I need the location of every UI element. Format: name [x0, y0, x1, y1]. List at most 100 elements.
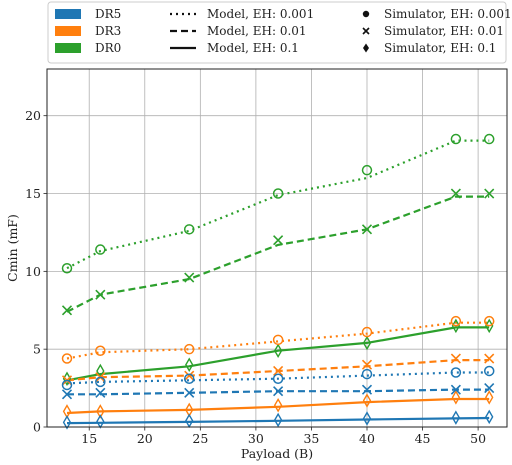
x-tick-label: 25	[192, 431, 208, 446]
diamond-marker	[451, 410, 461, 425]
x-tick-label: 20	[137, 431, 153, 446]
diamond-marker	[273, 412, 283, 428]
y-tick-label: 20	[25, 108, 41, 123]
y-tick-label: 10	[25, 264, 41, 279]
circle-marker	[272, 334, 284, 346]
x-marker	[484, 383, 495, 394]
x-marker	[484, 353, 495, 364]
diamond-marker	[362, 393, 372, 408]
x-tick-label: 15	[81, 431, 97, 446]
diamond-marker	[96, 404, 105, 419]
circle-marker	[95, 244, 106, 255]
legend-label: Simulator, EH: 0.1	[384, 41, 496, 55]
series-layer	[66, 139, 490, 425]
legend-label: DR3	[95, 24, 121, 38]
diamond-marker	[62, 371, 72, 386]
x-tick-label: 45	[415, 431, 431, 446]
circle-marker	[361, 368, 373, 380]
series-line	[66, 371, 490, 385]
series-line	[66, 321, 490, 360]
legend-x-marker	[362, 27, 370, 35]
legend-label: Simulator, EH: 0.01	[384, 24, 504, 38]
x-marker	[184, 370, 195, 381]
diamond-marker	[62, 415, 72, 430]
diamond-marker	[451, 318, 461, 334]
x-axis-label: Payload (B)	[241, 446, 313, 461]
circle-marker	[272, 373, 284, 384]
diamond-marker	[185, 357, 194, 372]
diamond-marker	[273, 397, 283, 413]
y-tick-label: 0	[33, 420, 41, 435]
legend-dot-marker	[362, 10, 370, 18]
series-line	[66, 326, 490, 382]
circle-marker	[95, 345, 106, 356]
marker-layer	[61, 133, 495, 430]
x-marker	[273, 386, 284, 397]
legend-label: DR0	[95, 41, 121, 55]
x-marker	[273, 235, 284, 246]
x-marker	[361, 359, 373, 370]
x-marker	[450, 188, 461, 199]
circle-marker	[183, 373, 195, 384]
circle-marker	[61, 353, 73, 364]
circle-marker	[361, 164, 373, 176]
diamond-marker	[273, 343, 283, 358]
diamond-marker	[451, 390, 461, 405]
circle-marker	[183, 343, 195, 355]
circle-marker	[483, 365, 495, 377]
diamond-marker	[485, 318, 494, 334]
x-marker	[361, 224, 373, 235]
x-marker	[61, 389, 73, 400]
x-tick-label: 50	[470, 431, 486, 446]
x-tick-label: 30	[248, 431, 264, 446]
x-marker	[450, 353, 461, 364]
circle-marker	[61, 379, 73, 391]
legend-swatch-dr3	[55, 26, 81, 36]
x-marker	[361, 384, 373, 395]
series-line	[66, 416, 490, 425]
x-marker	[184, 387, 195, 398]
legend-label: DR5	[95, 7, 121, 21]
x-marker	[484, 188, 495, 199]
diamond-marker	[362, 411, 372, 426]
legend-swatch-dr5	[55, 9, 81, 19]
y-axis-label: Cmin (mF)	[5, 214, 20, 282]
diamond-marker	[362, 335, 372, 351]
circle-marker	[450, 133, 462, 145]
legend-label: Model, EH: 0.1	[207, 41, 299, 55]
x-marker	[450, 384, 461, 395]
x-tick-label: 40	[359, 431, 375, 446]
x-marker	[95, 289, 106, 300]
circle-marker	[272, 188, 284, 199]
circle-marker	[483, 315, 495, 327]
legend-label: Model, EH: 0.01	[207, 24, 307, 38]
legend-label: Simulator, EH: 0.001	[384, 7, 512, 21]
tick-labels: 15 20 25 30 35 40 45 50 0 5 10 15 20	[25, 108, 486, 446]
series-line	[66, 195, 490, 313]
circle-marker	[61, 262, 73, 274]
circle-marker	[183, 224, 195, 235]
diamond-marker	[485, 409, 494, 425]
circle-marker	[450, 315, 462, 327]
plot-frame	[46, 68, 508, 428]
x-marker	[273, 365, 284, 377]
grid	[47, 69, 507, 428]
legend: DR5 DR3 DR0 Model, EH: 0.001 Model, EH: 0.01…	[47, 1, 512, 64]
legend-diamond-marker	[363, 43, 369, 53]
x-tick-label: 35	[303, 431, 319, 446]
circle-marker	[483, 133, 495, 145]
x-marker	[184, 272, 195, 283]
x-marker	[95, 387, 106, 398]
series-line	[66, 397, 490, 415]
circle-marker	[450, 367, 462, 378]
x-marker	[61, 305, 73, 316]
legend-swatch-dr0	[55, 43, 81, 53]
y-tick-label: 15	[25, 186, 41, 201]
series-line	[66, 139, 490, 270]
diamond-marker	[485, 390, 494, 405]
circle-marker	[361, 326, 373, 338]
legend-label: Model, EH: 0.001	[207, 7, 314, 21]
legend-frame	[47, 1, 507, 64]
circle-marker	[95, 376, 106, 388]
